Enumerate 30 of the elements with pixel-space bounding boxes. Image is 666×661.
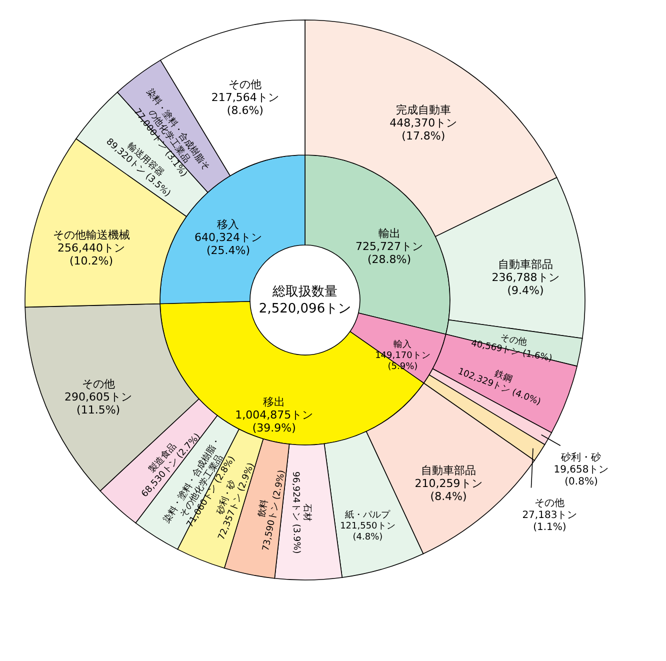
slice-label: 輸入 xyxy=(394,339,412,350)
slice-label: その他 xyxy=(82,377,115,390)
text: 総取扱数量 xyxy=(272,284,338,300)
data-label: 256,440トン (10.2%) xyxy=(58,241,126,268)
data-label: 210,259トン (8.4%) xyxy=(414,477,482,504)
data-label: 96,924トン (3.9%) xyxy=(290,471,302,554)
slice-label: 移出 xyxy=(263,396,286,409)
slice-label: 飲料 xyxy=(256,498,270,518)
data-label: 725,727トン (28.8%) xyxy=(356,240,424,266)
data-label: 1,004,875トン (39.9%) xyxy=(235,408,314,435)
slice-label: その他 xyxy=(534,497,565,510)
slice-label: 移入 xyxy=(217,218,240,232)
data-label: 448,370トン (17.8%) xyxy=(390,116,458,143)
slice-label: 紙・パルプ xyxy=(345,509,392,520)
text: 2,520,096トン xyxy=(258,302,352,316)
data-label: 27,183トン (1.1%) xyxy=(522,510,578,534)
data-label: 217,564トン (8.6%) xyxy=(211,90,279,117)
slice-label: 自動車部品 xyxy=(421,464,476,478)
data-label: 640,324トン (25.4%) xyxy=(194,231,262,258)
slice-label: 砂利・砂 xyxy=(560,452,602,464)
slice-label: その他 xyxy=(228,78,262,91)
data-label: 19,658トン (0.8%) xyxy=(554,464,609,488)
data-label: 121,550トン (4.8%) xyxy=(340,521,396,542)
slice-label: 自動車部品 xyxy=(498,258,554,271)
data-label: 236,788トン (9.4%) xyxy=(492,270,560,297)
slice-label: 完成自動車 xyxy=(396,104,451,117)
data-label: 290,605トン (11.5%) xyxy=(64,390,132,416)
slice-label: 輸出 xyxy=(378,226,400,240)
slice-label: 石材 xyxy=(301,503,313,522)
slice-label: その他輸送機械 xyxy=(52,228,130,242)
